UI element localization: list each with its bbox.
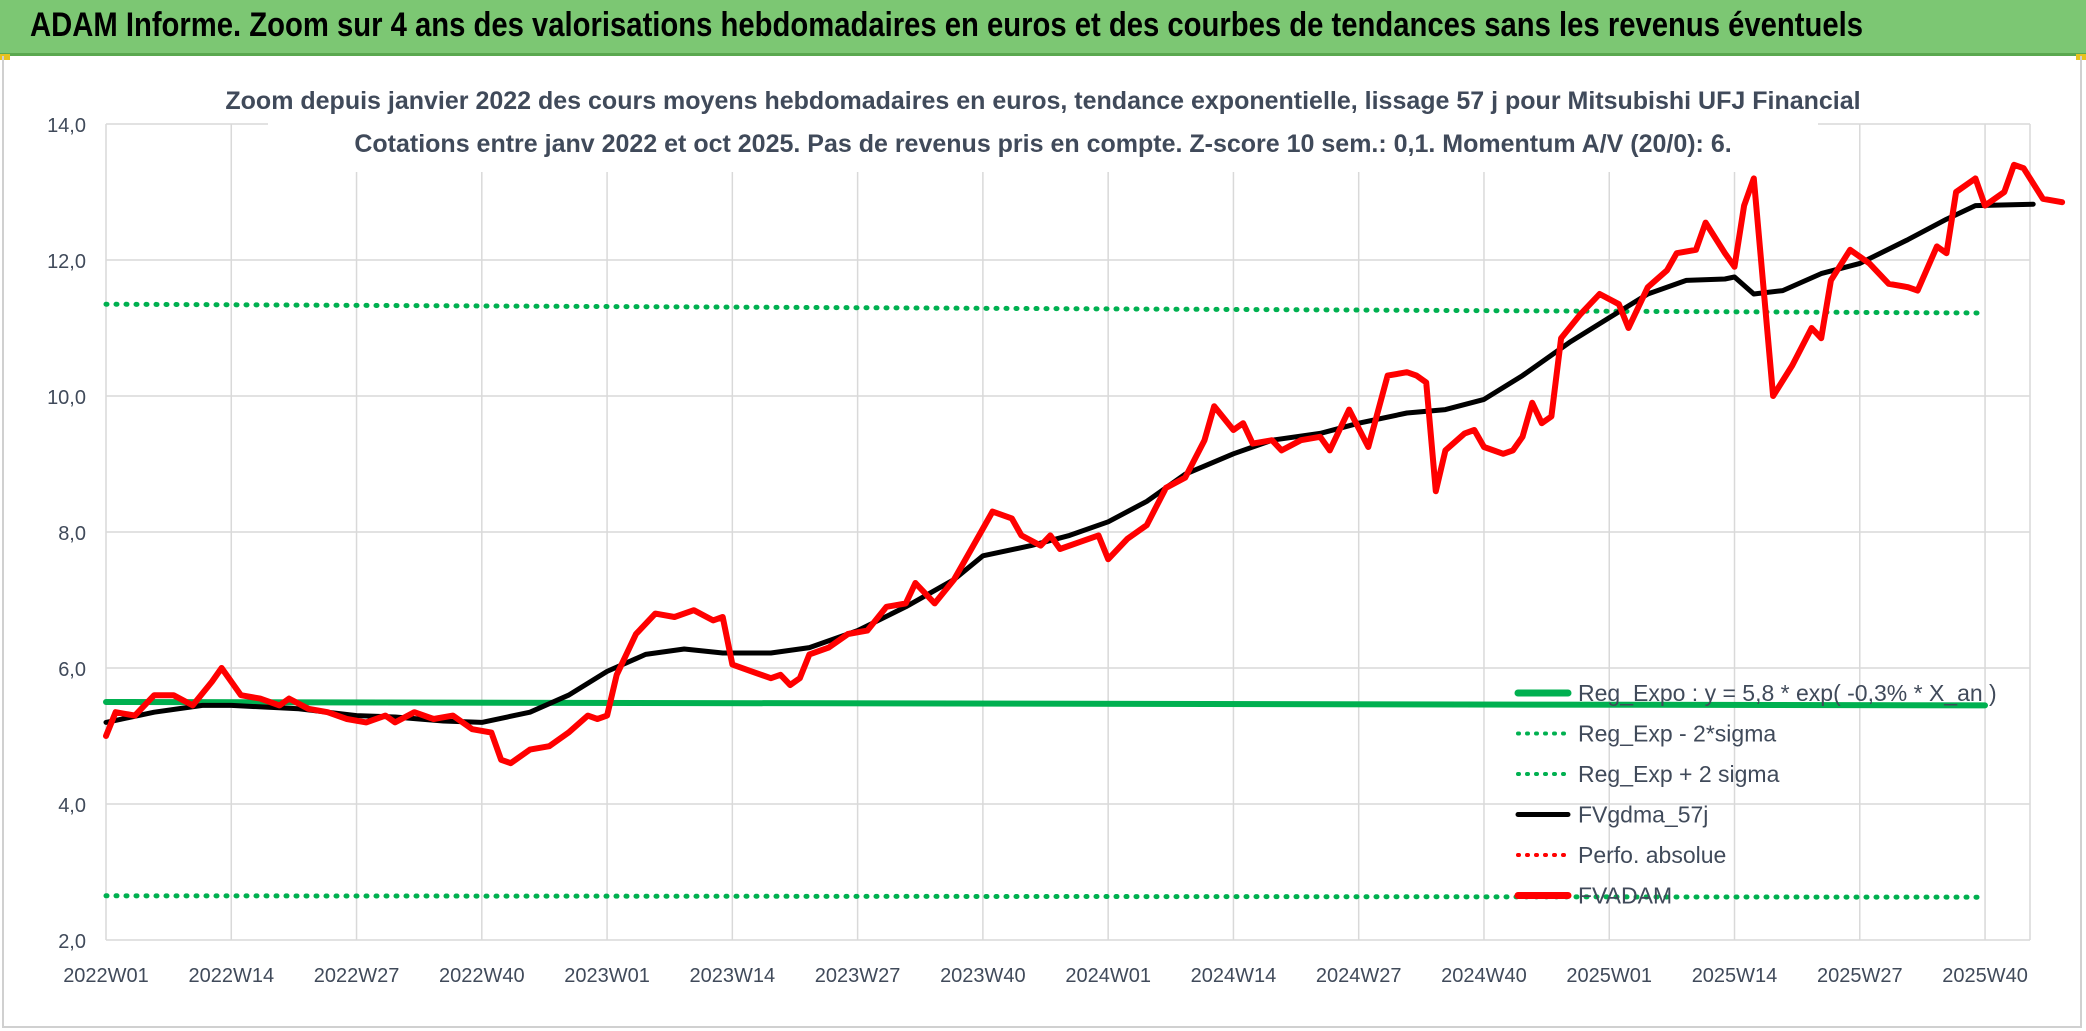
y-axis-ticks: 2,0 4,0 6,0 8,0 10,0 12,0 14,0: [47, 115, 86, 953]
legend-label: FVADAM: [1578, 883, 1672, 909]
x-tick-label: 2025W01: [1566, 965, 1652, 987]
chart-title: Zoom depuis janvier 2022 des cours moyen…: [225, 87, 1860, 115]
chart-frame: [2, 56, 2082, 1028]
x-tick-label: 2023W27: [815, 965, 901, 987]
title-background: [268, 80, 1818, 172]
x-tick-label: 2022W40: [439, 965, 525, 987]
grid: [105, 80, 2031, 941]
legend-label: Reg_Exp - 2*sigma: [1578, 721, 1776, 747]
x-tick-label: 2024W40: [1441, 965, 1527, 987]
x-tick-label: 2023W14: [690, 965, 776, 987]
x-tick-label: 2024W27: [1316, 965, 1402, 987]
y-tick-label: 4,0: [58, 795, 86, 817]
x-tick-label: 2025W27: [1817, 965, 1903, 987]
legend-label: Reg_Expo : y = 5,8 * exp( -0,3% * X_an ): [1578, 680, 1997, 706]
y-tick-label: 12,0: [47, 251, 86, 273]
x-axis-ticks: 2022W01 2022W14 2022W27 2022W40 2023W01 2023W…: [63, 965, 2028, 987]
chart-subtitle: Cotations entre janv 2022 et oct 2025. P…: [354, 130, 1731, 158]
banner: ADAM Informe. Zoom sur 4 ans des valoris…: [0, 0, 2086, 56]
y-tick-label: 14,0: [47, 115, 86, 137]
x-tick-label: 2022W01: [63, 965, 149, 987]
legend: Reg_Expo : y = 5,8 * exp( -0,3% * X_an )…: [1514, 680, 1997, 909]
x-tick-label: 2025W14: [1692, 965, 1778, 987]
series-line-fvgdma_57j: [103, 201, 2036, 725]
x-tick-label: 2022W14: [188, 965, 274, 987]
corner-mark-left: [0, 54, 10, 60]
x-tick-label: 2024W14: [1191, 965, 1277, 987]
banner-title: ADAM Informe. Zoom sur 4 ans des valoris…: [30, 6, 1863, 44]
x-tick-label: 2023W01: [564, 965, 650, 987]
y-tick-label: 2,0: [58, 931, 86, 953]
x-tick-label: 2025W40: [1942, 965, 2028, 987]
y-tick-label: 8,0: [58, 523, 86, 545]
legend-label: Perfo. absolue: [1578, 842, 1726, 868]
series-lines: [103, 161, 2066, 900]
legend-label: FVgdma_57j: [1578, 802, 1708, 828]
series-line-reg_expo: [103, 699, 1988, 709]
series-line-fvadam: [103, 161, 2066, 767]
series-line-reg_exp: [103, 301, 1988, 316]
y-tick-label: 10,0: [47, 387, 86, 409]
x-tick-label: 2022W27: [314, 965, 400, 987]
legend-label: Reg_Exp + 2 sigma: [1578, 761, 1780, 787]
x-tick-label: 2024W01: [1065, 965, 1151, 987]
x-tick-label: 2023W40: [940, 965, 1026, 987]
y-tick-label: 6,0: [58, 659, 86, 681]
series-line-reg_exp: [103, 893, 1988, 900]
